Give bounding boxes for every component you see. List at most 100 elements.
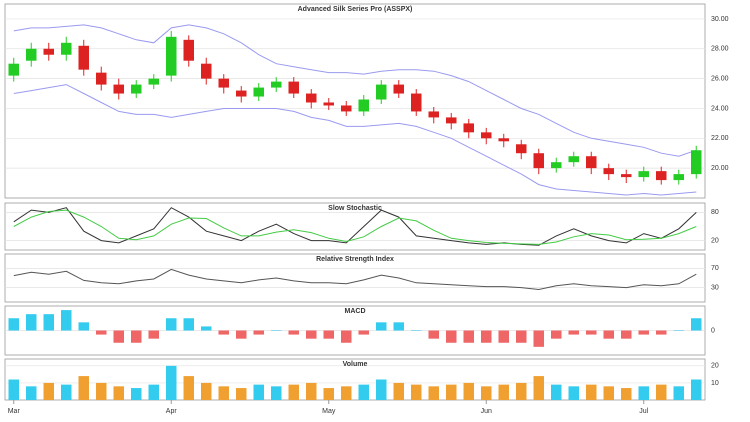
bar bbox=[271, 386, 282, 400]
bar bbox=[183, 376, 194, 400]
bar bbox=[393, 382, 404, 400]
bar bbox=[551, 330, 562, 339]
candle-body bbox=[8, 63, 19, 76]
bar bbox=[8, 318, 19, 331]
bar bbox=[288, 384, 299, 400]
bar bbox=[498, 330, 509, 343]
y-tick-label: 20 bbox=[711, 363, 719, 370]
bar bbox=[96, 382, 107, 400]
bar bbox=[533, 376, 544, 400]
bar bbox=[621, 330, 632, 339]
bar bbox=[568, 330, 579, 335]
bar bbox=[201, 382, 212, 400]
bar bbox=[288, 330, 299, 335]
candle-body bbox=[516, 144, 527, 154]
panel-title: Slow Stochastic bbox=[328, 205, 382, 212]
bar bbox=[586, 330, 597, 335]
candle-body bbox=[166, 36, 177, 76]
bar bbox=[533, 330, 544, 347]
bar bbox=[428, 330, 439, 339]
bar bbox=[26, 314, 37, 331]
bar bbox=[603, 386, 614, 400]
candle-body bbox=[358, 99, 369, 112]
candle-body bbox=[446, 117, 457, 124]
x-tick-label: Jul bbox=[639, 408, 648, 415]
candle-body bbox=[288, 81, 299, 94]
bar bbox=[656, 330, 667, 335]
candle-body bbox=[691, 150, 702, 175]
y-tick-label: 26.00 bbox=[711, 75, 729, 82]
bar bbox=[551, 384, 562, 400]
bar bbox=[236, 330, 247, 339]
bar bbox=[341, 386, 352, 400]
candle-body bbox=[586, 156, 597, 169]
candle-body bbox=[78, 45, 89, 70]
bar bbox=[428, 386, 439, 400]
candle-body bbox=[638, 171, 649, 178]
bar bbox=[113, 386, 124, 400]
candle-body bbox=[656, 171, 667, 181]
bar bbox=[8, 379, 19, 400]
line bbox=[13, 84, 697, 196]
bar bbox=[358, 330, 369, 335]
candle-body bbox=[376, 84, 387, 100]
bar bbox=[446, 330, 457, 343]
bar bbox=[306, 330, 317, 339]
y-tick-label: 30.00 bbox=[711, 16, 729, 23]
candle-body bbox=[61, 42, 72, 55]
bar bbox=[61, 384, 72, 400]
candle-body bbox=[411, 93, 422, 112]
candle-body bbox=[148, 78, 159, 85]
bar bbox=[568, 386, 579, 400]
bar bbox=[481, 386, 492, 400]
candle-body bbox=[113, 84, 124, 94]
bar bbox=[166, 365, 177, 400]
y-tick-label: 22.00 bbox=[711, 135, 729, 142]
y-tick-label: 20 bbox=[711, 237, 719, 244]
bar bbox=[218, 330, 229, 335]
bar bbox=[411, 384, 422, 400]
bar bbox=[166, 318, 177, 331]
bar bbox=[43, 382, 54, 400]
bar bbox=[621, 388, 632, 400]
candle-body bbox=[43, 48, 54, 55]
y-tick-label: 80 bbox=[711, 209, 719, 216]
bar bbox=[323, 388, 334, 400]
bar bbox=[306, 382, 317, 400]
candle-body bbox=[621, 174, 632, 178]
panel-frame bbox=[4, 253, 706, 303]
bar bbox=[131, 330, 142, 343]
line bbox=[13, 268, 697, 291]
panel-title: Volume bbox=[343, 361, 368, 368]
candle-body bbox=[551, 162, 562, 169]
x-tick-label: May bbox=[322, 408, 336, 415]
bar bbox=[516, 382, 527, 400]
bar bbox=[358, 384, 369, 400]
panel-title: Relative Strength Index bbox=[316, 256, 394, 263]
line bbox=[13, 209, 697, 245]
candle-body bbox=[323, 102, 334, 106]
y-tick-label: 20.00 bbox=[711, 165, 729, 172]
bar bbox=[96, 330, 107, 335]
panel-title: MACD bbox=[345, 308, 366, 315]
bar bbox=[183, 318, 194, 331]
bar bbox=[516, 330, 527, 343]
bar bbox=[586, 384, 597, 400]
candle-body bbox=[673, 174, 684, 181]
candle-body bbox=[568, 156, 579, 163]
panel-frame bbox=[4, 202, 706, 251]
candle-body bbox=[393, 84, 404, 94]
bar bbox=[463, 330, 474, 343]
y-tick-label: 28.00 bbox=[711, 46, 729, 53]
bar bbox=[271, 330, 282, 331]
candle-body bbox=[481, 132, 492, 139]
candle-body bbox=[603, 168, 614, 175]
y-tick-label: 10 bbox=[711, 380, 719, 387]
bar bbox=[638, 330, 649, 335]
bar bbox=[376, 379, 387, 400]
x-tick-label: Mar bbox=[8, 408, 21, 415]
candle-body bbox=[341, 105, 352, 112]
bar bbox=[26, 386, 37, 400]
